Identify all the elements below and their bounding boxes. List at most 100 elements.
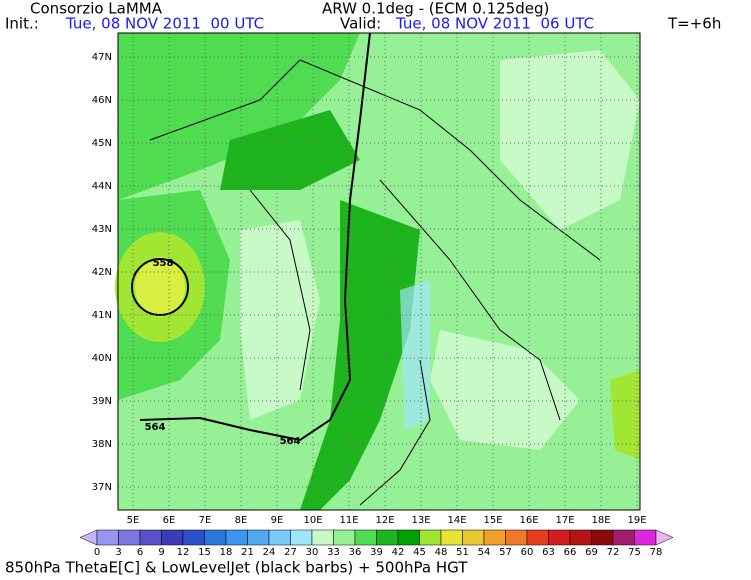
lat-label: 41N [92, 310, 112, 321]
colorbar-box [333, 529, 356, 546]
colorbar-box [526, 529, 549, 546]
lon-label: 18E [591, 515, 610, 526]
height-contour [139, 32, 371, 442]
colorbar-label: 9 [158, 547, 164, 558]
field-patch [220, 110, 360, 190]
colorbar-box [419, 529, 442, 546]
colorbar-label: 18 [220, 547, 233, 558]
lat-label: 42N [92, 267, 112, 278]
colorbar-label: 57 [499, 547, 512, 558]
colorbar-label: 27 [284, 547, 297, 558]
colorbar-over [655, 529, 674, 546]
valid-label: Valid: [340, 15, 381, 33]
map-frame [117, 32, 641, 511]
colorbar-box [376, 529, 399, 546]
lon-label: 17E [555, 515, 574, 526]
lon-label: 14E [447, 515, 466, 526]
field-patch [300, 200, 420, 510]
colorbar-box [634, 529, 657, 546]
lat-label: 45N [92, 138, 112, 149]
field-patch [430, 330, 580, 450]
colorbar-box [268, 529, 291, 546]
lon-label: 6E [163, 515, 176, 526]
colorbar-label: 75 [628, 547, 641, 558]
colorbar-box [505, 529, 528, 546]
colorbar-label: 48 [435, 547, 448, 558]
colorbar-label: 21 [241, 547, 254, 558]
colorbar-box [96, 529, 119, 546]
lon-label: 19E [627, 515, 646, 526]
colorbar-box [354, 529, 377, 546]
colorbar-label: 45 [413, 547, 426, 558]
colorbar-label: 24 [263, 547, 276, 558]
org: Consorzio LaMMA [30, 0, 163, 18]
colorbar-box [397, 529, 420, 546]
colorbar-box [118, 529, 141, 546]
colorbar-label: 36 [349, 547, 362, 558]
colorbar-label: 39 [370, 547, 383, 558]
init-time: Tue, 08 NOV 2011 00 UTC [65, 15, 264, 33]
colorbar-label: 3 [115, 547, 121, 558]
colorbar-box [247, 529, 270, 546]
lon-label: 13E [411, 515, 430, 526]
colorbar-label: 30 [306, 547, 319, 558]
lon-label: 15E [483, 515, 502, 526]
init-label: Init.: [5, 15, 39, 33]
colorbar-box [161, 529, 184, 546]
colorbar-label: 69 [585, 547, 598, 558]
lon-label: 8E [235, 515, 248, 526]
lat-label: 46N [92, 95, 112, 106]
colorbar-label: 0 [94, 547, 100, 558]
model: ARW 0.1deg - (ECM 0.125deg) [322, 0, 549, 18]
contour-label: 564 [280, 436, 301, 447]
contour-label: 558 [153, 258, 174, 269]
colorbar-label: 54 [478, 547, 491, 558]
colorbar-label: 12 [177, 547, 190, 558]
colorbar-box [591, 529, 614, 546]
lat-label: 40N [92, 353, 112, 364]
lat-label: 44N [92, 181, 112, 192]
lon-label: 16E [519, 515, 538, 526]
colorbar-label: 6 [137, 547, 143, 558]
colorbar-box [204, 529, 227, 546]
colorbar-label: 15 [198, 547, 211, 558]
colorbar-label: 63 [542, 547, 555, 558]
lon-label: 12E [375, 515, 394, 526]
lat-label: 37N [92, 482, 112, 493]
colorbar-box [139, 529, 162, 546]
colorbar-label: 66 [564, 547, 577, 558]
valid-time: Tue, 08 NOV 2011 06 UTC [395, 15, 594, 33]
lead-time: T=+6h [667, 15, 721, 33]
lat-label: 47N [92, 52, 112, 63]
lon-label: 7E [199, 515, 212, 526]
field-patch [135, 257, 185, 317]
colorbar-box [440, 529, 463, 546]
colorbar-label: 42 [392, 547, 405, 558]
lon-label: 5E [127, 515, 140, 526]
colorbar-label: 51 [456, 547, 469, 558]
colorbar: 0 3 6 9 12 15 18 21 24 27 30 33 36 39 42 45 48 51 54 57 60 63… [79, 529, 674, 558]
map-field [115, 32, 640, 510]
lat-label: 43N [92, 224, 112, 235]
lat-label: 38N [92, 439, 112, 450]
colorbar-box [462, 529, 485, 546]
colorbar-box [569, 529, 592, 546]
field-patch [400, 280, 430, 430]
colorbar-box [483, 529, 506, 546]
contour-label: 564 [145, 422, 166, 433]
colorbar-box [612, 529, 635, 546]
footer-caption: 850hPa ThetaE[C] & LowLevelJet (black ba… [5, 559, 468, 577]
colorbar-box [290, 529, 313, 546]
field-patch [118, 33, 360, 200]
field-patch [240, 220, 320, 420]
colorbar-box [311, 529, 334, 546]
colorbar-label: 60 [521, 547, 534, 558]
lat-label: 39N [92, 396, 112, 407]
colorbar-label: 33 [327, 547, 340, 558]
graticule [118, 33, 640, 510]
lon-label: 9E [271, 515, 284, 526]
colorbar-box [182, 529, 205, 546]
field-patch [610, 370, 640, 460]
colorbar-box [225, 529, 248, 546]
field-patch [500, 50, 640, 230]
